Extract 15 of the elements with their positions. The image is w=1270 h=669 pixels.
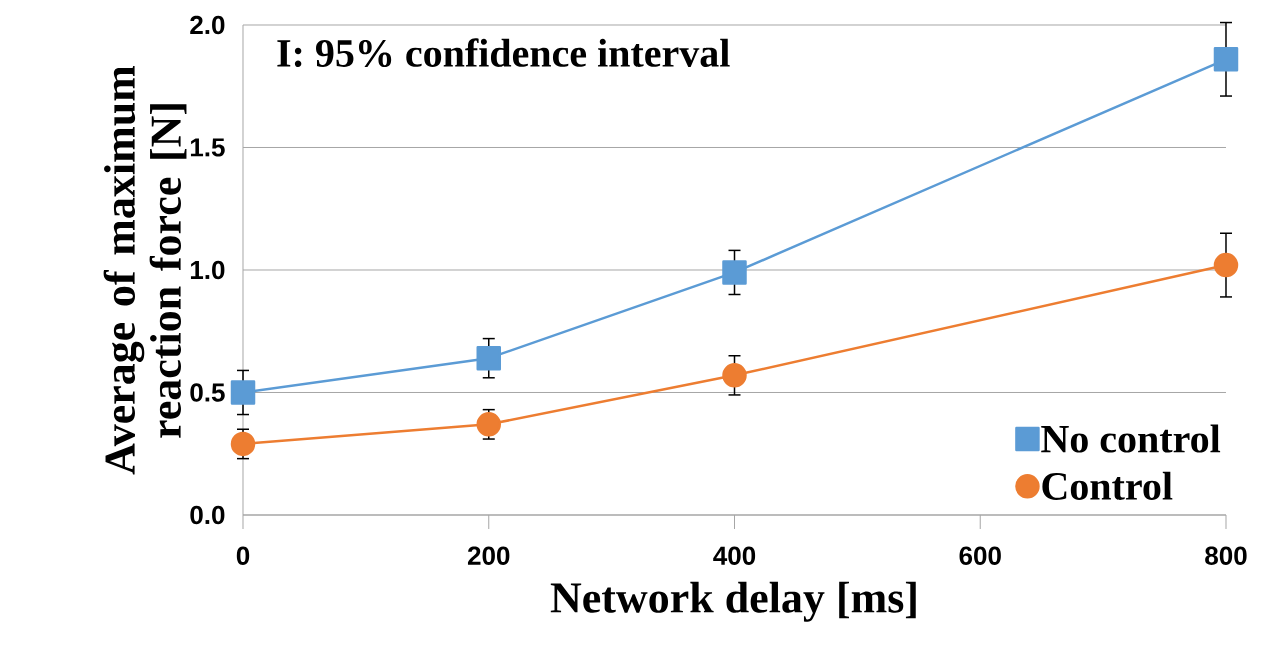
x-tick-label: 0 xyxy=(236,546,250,565)
x-tick-label: 800 xyxy=(1205,546,1247,565)
y-tick-label: 2.0 xyxy=(190,15,225,35)
y-tick-label: 1.5 xyxy=(190,138,225,157)
y-axis-title: Average of maximum reaction force [N] xyxy=(103,65,187,475)
legend-label: No control xyxy=(1041,424,1221,453)
y-tick-label: 0.5 xyxy=(190,383,225,402)
y-tick-label: 1.0 xyxy=(190,260,225,280)
x-tick-label: 200 xyxy=(467,546,510,565)
x-axis-title: Network delay [ms] xyxy=(550,581,916,622)
x-tick-label: 400 xyxy=(713,546,756,565)
y-tick-label: 0.0 xyxy=(190,505,225,525)
x-tick-label: 600 xyxy=(959,546,1001,565)
legend-label: Control xyxy=(1042,471,1173,500)
annotation: I: 95% confidence interval xyxy=(277,38,730,68)
